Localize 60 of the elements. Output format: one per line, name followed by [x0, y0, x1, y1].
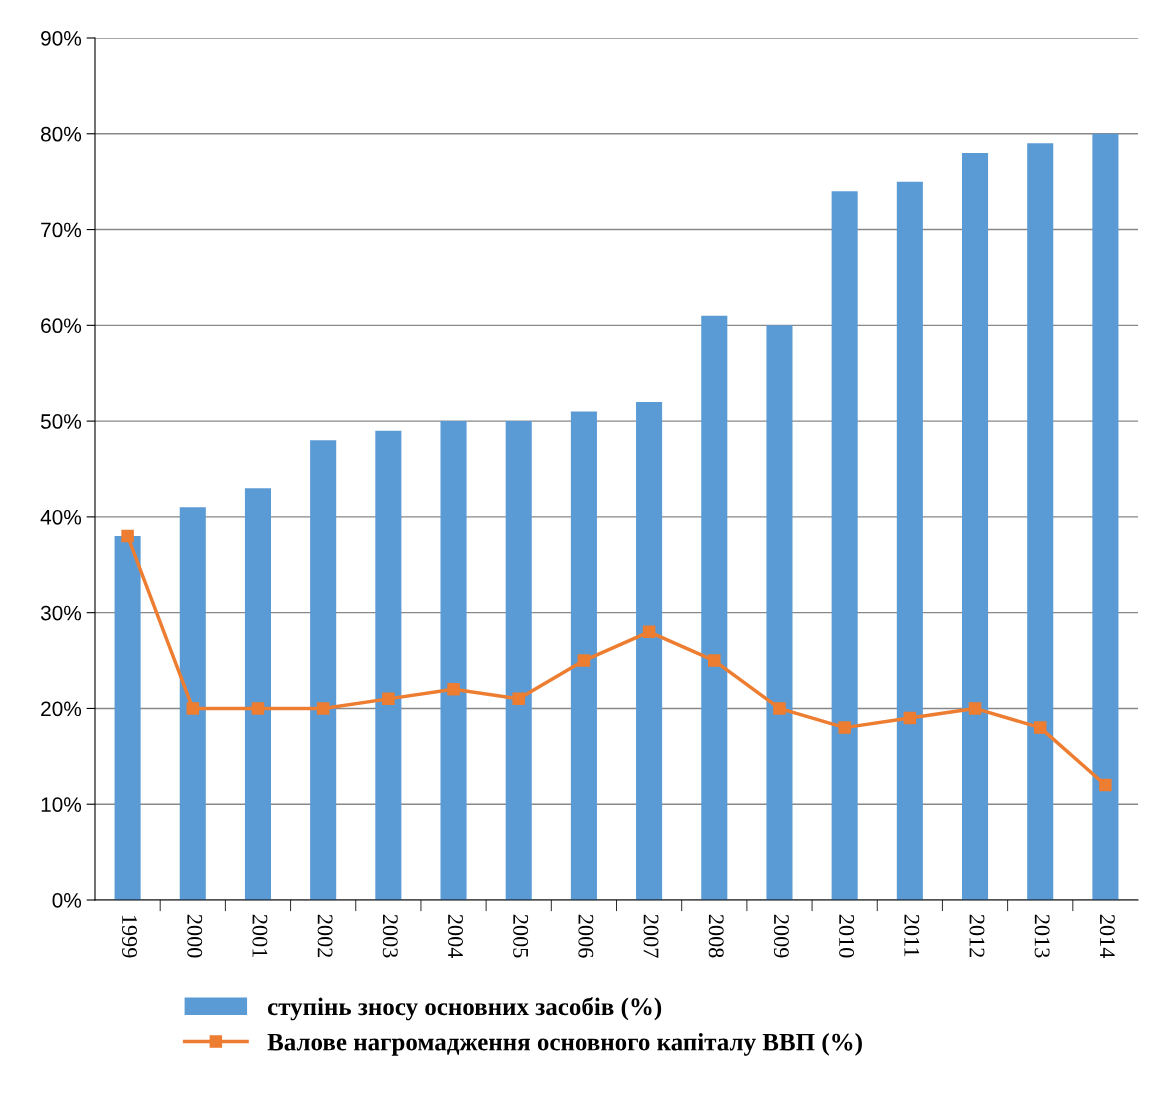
x-tick-label: 2010 — [839, 914, 855, 958]
y-tick-label: 90% — [41, 31, 82, 46]
bar — [244, 488, 272, 900]
x-tick-label: 2004 — [447, 914, 463, 958]
x-tick-label: 2001 — [252, 914, 268, 957]
bar — [831, 191, 858, 900]
bar — [179, 507, 206, 900]
x-tick-label: 2002 — [317, 914, 333, 958]
point — [186, 702, 200, 715]
x-tick-label: 2009 — [773, 914, 789, 958]
legend-label: ступінь зносу основних засобів (%) — [267, 997, 662, 1021]
bar — [1092, 133, 1119, 900]
point — [838, 721, 851, 734]
x-tick-label: 2000 — [187, 914, 203, 958]
point — [773, 702, 786, 715]
bar — [766, 325, 793, 900]
bar — [570, 411, 597, 900]
x-tick-label: 2006 — [578, 914, 594, 958]
bar — [310, 440, 337, 900]
point — [1033, 721, 1047, 734]
bar — [961, 152, 989, 900]
y-tick-label: 70% — [41, 222, 82, 238]
legend-label: Валове нагромадження основного капіталу ВВП (%) — [267, 1032, 862, 1056]
x-tick-label: 2005 — [513, 914, 529, 958]
y-tick-label: 60% — [41, 318, 82, 334]
y-tick-label: 0% — [52, 893, 82, 908]
x-tick-label: 2007 — [643, 914, 659, 958]
x-tick-label: 2008 — [708, 914, 724, 958]
point — [121, 529, 134, 543]
point — [968, 702, 982, 715]
x-tick-label: 2003 — [382, 914, 398, 958]
y-tick-label: 30% — [40, 605, 82, 621]
y-tick-label: 80% — [41, 126, 82, 142]
y-tick-label: 10% — [41, 797, 82, 812]
bar — [440, 421, 467, 900]
x-tick-label: 2011 — [904, 914, 920, 957]
point — [708, 654, 721, 667]
point — [512, 692, 525, 706]
x-tick-label: 2014 — [1099, 914, 1115, 958]
x-tick-label: 2013 — [1034, 914, 1050, 958]
point — [903, 711, 917, 725]
x-tick-label: 1999 — [122, 915, 137, 958]
point — [251, 702, 265, 715]
bar — [701, 315, 728, 900]
point — [316, 702, 330, 715]
bar — [375, 430, 402, 900]
y-tick-label: 50% — [40, 414, 82, 429]
point — [577, 654, 591, 667]
y-tick-label: 40% — [40, 509, 82, 525]
point — [382, 692, 395, 706]
bar — [505, 421, 532, 900]
bar — [636, 401, 663, 900]
point — [1099, 778, 1112, 792]
bar — [114, 536, 141, 900]
bar — [896, 181, 923, 900]
bar — [1027, 143, 1054, 900]
x-tick-label: 2012 — [969, 914, 985, 958]
point — [447, 683, 460, 696]
point — [642, 625, 656, 639]
y-tick-label: 20% — [41, 701, 82, 717]
